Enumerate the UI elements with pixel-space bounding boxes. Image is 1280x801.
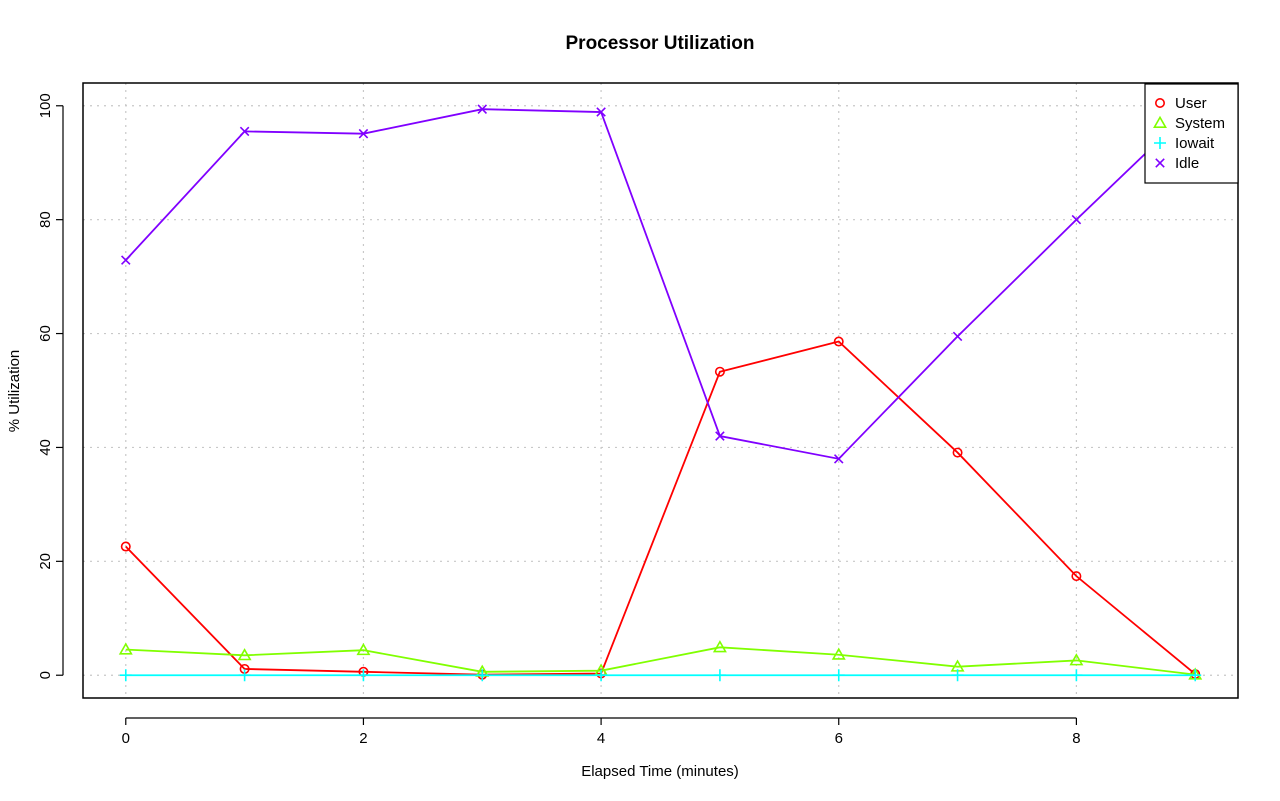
x-tick-label: 8: [1072, 730, 1080, 747]
data-point-idle: [596, 107, 606, 117]
data-point-iowait: [357, 669, 370, 682]
series-line-system: [125, 646, 1196, 676]
legend-marker-system: [1153, 115, 1167, 128]
y-tick-label: 100: [37, 93, 54, 118]
data-point-idle: [833, 454, 844, 464]
y-axis-label: % Utilization: [6, 350, 23, 433]
data-point-user: [714, 366, 725, 377]
x-tick-label: 0: [122, 730, 130, 747]
data-point-user: [833, 336, 844, 347]
chart-title: Processor Utilization: [566, 33, 755, 54]
y-tick-label: 40: [37, 439, 54, 456]
legend-label-idle: Idle: [1175, 155, 1199, 172]
data-point-iowait: [951, 669, 964, 682]
y-tick-label: 80: [37, 211, 54, 228]
legend-label-iowait: Iowait: [1175, 135, 1215, 152]
data-point-idle: [1071, 214, 1082, 225]
data-point-iowait: [832, 669, 845, 682]
data-point-idle: [239, 126, 250, 137]
data-point-iowait: [595, 669, 608, 682]
y-tick-label: 60: [37, 325, 54, 342]
legend-marker-user: [1155, 98, 1166, 109]
legend-label-system: System: [1175, 115, 1225, 132]
y-tick-label: 20: [37, 553, 54, 570]
grid: [83, 83, 1238, 698]
data-point-system: [712, 640, 727, 653]
data-point-iowait: [713, 669, 726, 682]
legend: User System Iowait Idle: [1144, 83, 1239, 184]
data-point-idle: [952, 331, 963, 342]
series-user: [120, 336, 1201, 680]
y-axis: 0 20 40 60 80 100: [37, 93, 64, 679]
data-point-system: [1069, 653, 1084, 666]
legend-box: [1144, 83, 1239, 184]
data-point-iowait: [476, 669, 489, 682]
data-point-iowait: [238, 669, 251, 682]
x-tick-label: 4: [597, 730, 605, 747]
data-point-idle: [121, 255, 131, 265]
data-point-idle: [715, 431, 725, 441]
series-iowait: [119, 669, 1202, 682]
plot-series: [118, 101, 1203, 682]
plot-frame: [82, 82, 1239, 699]
series-line-idle: [125, 105, 1196, 460]
data-point-system: [237, 648, 252, 661]
data-point-iowait: [119, 669, 132, 682]
series-system: [118, 640, 1203, 680]
data-point-user: [120, 541, 131, 552]
legend-marker-iowait: [1154, 137, 1166, 149]
y-tick-label: 0: [37, 671, 54, 679]
x-axis-label: Elapsed Time (minutes): [581, 763, 739, 780]
data-point-iowait: [1070, 669, 1083, 682]
x-axis: 0 2 4 6 8: [122, 717, 1081, 747]
data-point-system: [118, 642, 133, 655]
data-point-system: [831, 647, 846, 660]
legend-label-user: User: [1175, 95, 1207, 112]
data-point-user: [952, 447, 963, 458]
legend-marker-idle: [1155, 158, 1165, 168]
series-idle: [121, 101, 1200, 464]
data-point-system: [356, 642, 371, 656]
data-point-idle: [358, 128, 369, 139]
data-point-user: [1071, 571, 1082, 582]
data-point-iowait: [1189, 669, 1202, 682]
data-point-idle: [477, 104, 488, 114]
x-tick-label: 2: [359, 730, 367, 747]
series-line-user: [125, 340, 1196, 676]
x-tick-label: 6: [835, 730, 843, 747]
